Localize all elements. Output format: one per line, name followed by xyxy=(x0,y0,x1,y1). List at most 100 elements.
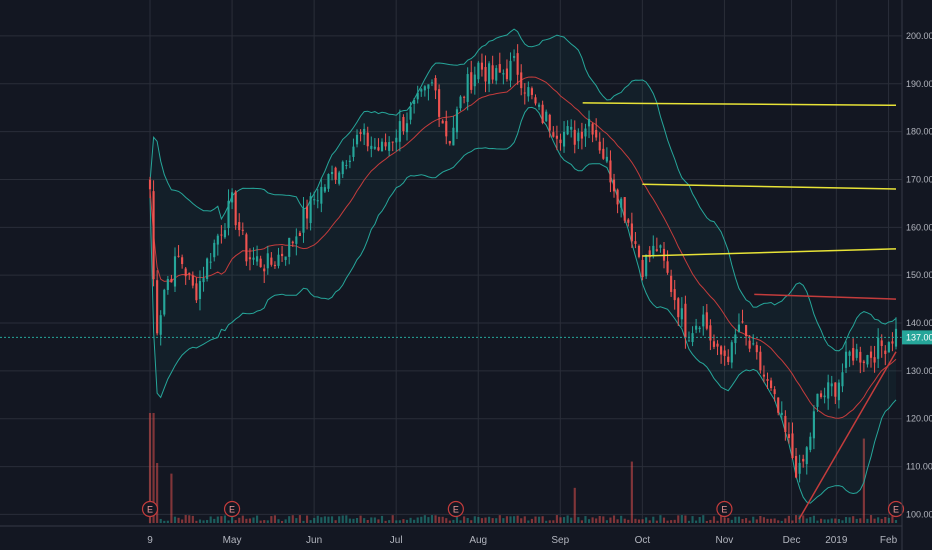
candle-body[interactable] xyxy=(620,198,623,208)
candle-body[interactable] xyxy=(409,106,412,120)
candle-body[interactable] xyxy=(562,131,566,147)
candle-body[interactable] xyxy=(823,395,826,398)
candle-body[interactable] xyxy=(730,342,733,363)
candle-body[interactable] xyxy=(837,382,840,401)
candle-body[interactable] xyxy=(302,208,305,233)
candle-body[interactable] xyxy=(684,303,687,338)
candle-body[interactable] xyxy=(841,372,844,387)
candle-body[interactable] xyxy=(866,355,869,365)
candle-body[interactable] xyxy=(598,141,601,151)
candle-body[interactable] xyxy=(734,334,737,344)
candle-body[interactable] xyxy=(612,179,616,192)
time-axis[interactable]: 9 May Jun Jul Aug Sep Oct Nov Dec 2019 Feb xyxy=(0,525,902,546)
candle-body[interactable] xyxy=(295,236,298,244)
candle-body[interactable] xyxy=(241,229,244,231)
candle-body[interactable] xyxy=(359,132,362,134)
candle-body[interactable] xyxy=(163,289,166,315)
candle-body[interactable] xyxy=(509,60,512,81)
candle-body[interactable] xyxy=(884,350,887,355)
candle-body[interactable] xyxy=(559,139,562,144)
candle-body[interactable] xyxy=(848,351,851,356)
candle-body[interactable] xyxy=(602,148,605,159)
candle-body[interactable] xyxy=(634,241,637,244)
candle-body[interactable] xyxy=(427,84,430,89)
candle-body[interactable] xyxy=(705,312,708,329)
candle-body[interactable] xyxy=(441,120,444,124)
candle-body[interactable] xyxy=(862,361,865,363)
candle-body[interactable] xyxy=(555,135,558,139)
candle-body[interactable] xyxy=(791,433,794,459)
candle-body[interactable] xyxy=(645,254,648,277)
candle-body[interactable] xyxy=(488,63,491,85)
candle-body[interactable] xyxy=(652,245,655,256)
candle-body[interactable] xyxy=(384,142,387,147)
candle-body[interactable] xyxy=(345,165,348,167)
candle-body[interactable] xyxy=(327,174,330,189)
candle-body[interactable] xyxy=(355,134,359,145)
candle-body[interactable] xyxy=(395,137,398,143)
candle-body[interactable] xyxy=(516,53,519,75)
candle-body[interactable] xyxy=(377,147,380,151)
candle-body[interactable] xyxy=(402,116,405,132)
candle-body[interactable] xyxy=(398,121,401,142)
candle-body[interactable] xyxy=(852,348,855,361)
candle-body[interactable] xyxy=(812,411,815,439)
candle-body[interactable] xyxy=(727,356,730,362)
candle-body[interactable] xyxy=(266,253,269,269)
candle-body[interactable] xyxy=(741,321,744,323)
candle-body[interactable] xyxy=(566,126,569,135)
candle-body[interactable] xyxy=(430,82,434,84)
candle-body[interactable] xyxy=(263,268,266,272)
candle-body[interactable] xyxy=(766,379,769,381)
candle-body[interactable] xyxy=(181,257,184,265)
candle-body[interactable] xyxy=(527,87,530,97)
horizontal-level-line[interactable] xyxy=(754,293,897,300)
drawn-lines[interactable] xyxy=(0,102,902,520)
candle-body[interactable] xyxy=(505,68,509,80)
candle-body[interactable] xyxy=(794,456,798,478)
candle-body[interactable] xyxy=(755,345,758,353)
candle-body[interactable] xyxy=(570,126,573,130)
trend-line[interactable] xyxy=(798,351,897,520)
candle-body[interactable] xyxy=(391,141,394,143)
candle-body[interactable] xyxy=(348,160,351,162)
candle-body[interactable] xyxy=(231,192,234,203)
earnings-marker[interactable] xyxy=(447,500,464,518)
candle-body[interactable] xyxy=(277,254,280,266)
candle-body[interactable] xyxy=(159,315,162,335)
candle-body[interactable] xyxy=(477,62,480,80)
candle-body[interactable] xyxy=(252,257,255,260)
candle-body[interactable] xyxy=(191,275,194,286)
candle-body[interactable] xyxy=(695,325,698,330)
candle-body[interactable] xyxy=(834,382,837,397)
candle-body[interactable] xyxy=(413,100,416,105)
candle-body[interactable] xyxy=(773,389,776,395)
price-axis[interactable]: 100.00 110.00 120.00 130.00 140.00 150.00 160.… xyxy=(901,0,932,550)
candle-body[interactable] xyxy=(184,268,187,277)
candle-body[interactable] xyxy=(584,128,587,137)
horizontal-level-line[interactable] xyxy=(642,248,897,257)
candle-body[interactable] xyxy=(877,337,880,359)
candlesticks[interactable] xyxy=(148,44,898,483)
candle-body[interactable] xyxy=(259,258,262,268)
candle-body[interactable] xyxy=(659,245,662,248)
candle-body[interactable] xyxy=(702,314,705,327)
candle-body[interactable] xyxy=(177,255,180,257)
candle-body[interactable] xyxy=(313,199,316,201)
candle-body[interactable] xyxy=(784,415,787,432)
candle-body[interactable] xyxy=(609,160,612,183)
candle-body[interactable] xyxy=(438,89,441,117)
candle-body[interactable] xyxy=(170,278,173,283)
candle-body[interactable] xyxy=(152,191,155,280)
candle-body[interactable] xyxy=(502,73,505,75)
candle-body[interactable] xyxy=(827,382,830,399)
candle-body[interactable] xyxy=(445,121,448,137)
candle-body[interactable] xyxy=(680,308,683,320)
candle-body[interactable] xyxy=(752,343,755,345)
candle-body[interactable] xyxy=(195,283,198,301)
candle-body[interactable] xyxy=(227,200,230,229)
candle-body[interactable] xyxy=(687,340,691,342)
candle-body[interactable] xyxy=(484,67,487,82)
candle-body[interactable] xyxy=(316,200,319,202)
